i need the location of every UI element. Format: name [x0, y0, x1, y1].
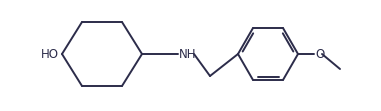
Text: NH: NH [179, 48, 197, 60]
Text: HO: HO [41, 48, 59, 60]
Text: O: O [315, 48, 324, 60]
